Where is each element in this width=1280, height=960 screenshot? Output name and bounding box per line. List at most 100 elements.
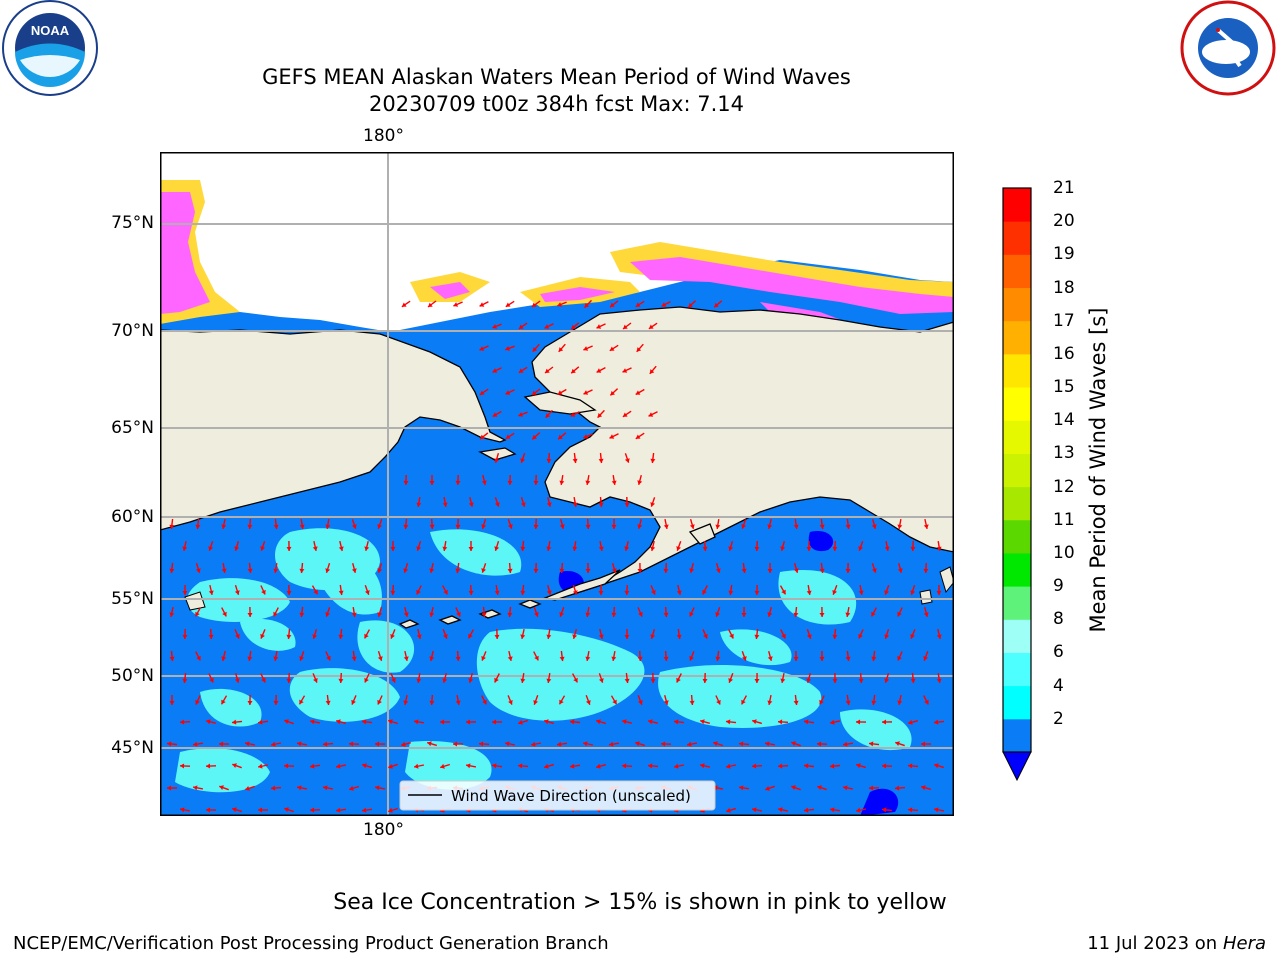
- wave-arrow-head: [598, 502, 604, 507]
- wave-arrow-head: [297, 741, 302, 747]
- wave-arrow-head: [622, 763, 627, 769]
- wave-arrow-head: [910, 678, 916, 683]
- wave-arrow-head: [492, 324, 497, 329]
- wave-arrow-head: [596, 763, 601, 769]
- wave-arrow-head: [650, 458, 656, 463]
- wave-arrow-head: [778, 719, 783, 725]
- map-frame: [160, 152, 954, 816]
- wave-arrow-head: [741, 699, 746, 705]
- colorbar-tick-label: 9: [1053, 576, 1064, 597]
- wave-arrow-head: [443, 634, 448, 639]
- wave-arrow-head: [638, 611, 643, 617]
- wave-arrow-head: [726, 763, 731, 769]
- wave-arrow-head: [830, 719, 835, 725]
- wave-arrow-head: [765, 786, 770, 791]
- wave-arrow-head: [286, 546, 292, 551]
- wave-arrow-head: [793, 612, 799, 617]
- wave-arrow-head: [518, 368, 524, 373]
- wave-arrow-head: [767, 524, 773, 529]
- wave-arrow-head: [388, 764, 393, 769]
- wave-arrow-head: [806, 547, 812, 551]
- lat-label-50: 50°N: [111, 666, 154, 686]
- wave-arrow-head: [819, 656, 825, 661]
- wave-arrow-head: [351, 612, 357, 617]
- wave-arrow-head: [936, 546, 942, 551]
- wave-period-map: Wind Wave Direction (unscaled): [160, 152, 954, 816]
- wave-arrow-head: [584, 303, 590, 308]
- wave-arrow-head: [195, 524, 201, 529]
- wave-arrow-head: [313, 678, 318, 683]
- wave-arrow-head: [532, 347, 538, 352]
- wave-arrow-head: [414, 763, 419, 769]
- colorbar-tick-label: 2: [1053, 708, 1064, 729]
- wave-arrow-head: [897, 524, 903, 529]
- wave-arrow-head: [351, 568, 357, 573]
- wave-arrow-head: [492, 412, 498, 417]
- colorbar: [1002, 187, 1032, 782]
- wave-arrow-head: [635, 390, 641, 395]
- wave-arrow-head: [299, 612, 305, 617]
- lat-label-65: 65°N: [111, 418, 154, 438]
- wave-arrow-head: [650, 678, 656, 683]
- wave-arrow-head: [453, 741, 457, 747]
- wave-arrow-head: [479, 390, 485, 395]
- wave-arrow-head: [636, 347, 642, 352]
- wave-arrow-head: [479, 302, 485, 307]
- colorbar-segment: [1003, 188, 1031, 222]
- wave-arrow-head: [481, 656, 486, 661]
- wave-arrow-head: [260, 546, 265, 551]
- wave-arrow-head: [286, 634, 292, 639]
- wave-arrow-head: [169, 568, 175, 573]
- wave-arrow-head: [674, 719, 679, 725]
- wave-arrow-head: [364, 633, 369, 639]
- wave-arrow-head: [468, 590, 474, 595]
- wave-arrow-head: [635, 434, 641, 439]
- wave-arrow-head: [505, 741, 510, 747]
- wave-arrow-head: [871, 656, 877, 661]
- wave-arrow-head: [598, 591, 604, 595]
- wave-arrow-head: [507, 568, 513, 573]
- wave-arrow-head: [598, 546, 604, 551]
- wave-arrow-head: [832, 634, 838, 639]
- wave-arrow-head: [388, 807, 393, 813]
- wave-arrow-head: [429, 568, 435, 573]
- wave-arrow-head: [573, 677, 578, 683]
- colorbar-tick-label: 12: [1053, 476, 1075, 497]
- wave-arrow-head: [271, 741, 276, 747]
- wave-arrow-head: [806, 678, 812, 683]
- wave-arrow-head: [429, 524, 435, 529]
- colorbar-tick-label: 14: [1053, 410, 1075, 431]
- wave-arrow-head: [702, 678, 708, 683]
- wave-arrow-head: [715, 568, 721, 573]
- wave-arrow-head: [169, 656, 175, 661]
- wave-arrow-head: [323, 785, 328, 791]
- wave-arrow-head: [520, 546, 526, 551]
- wave-arrow-head: [598, 634, 604, 639]
- nws-logo: [1180, 0, 1276, 96]
- wave-arrow-head: [325, 700, 331, 705]
- wave-arrow-head: [245, 786, 250, 791]
- wave-arrow-head: [442, 678, 448, 683]
- wave-arrow-head: [338, 546, 344, 551]
- wave-arrow-head: [468, 633, 473, 639]
- wave-arrow-head: [313, 589, 318, 595]
- wave-arrow-head: [299, 568, 305, 573]
- wave-arrow-head: [871, 611, 876, 617]
- wave-arrow-head: [390, 590, 396, 595]
- wave-arrow-head: [219, 785, 224, 790]
- wave-arrow-head: [532, 390, 537, 395]
- wave-arrow-head: [494, 458, 500, 463]
- wave-arrow-head: [545, 413, 551, 418]
- islands: [184, 566, 954, 611]
- wave-arrow-head: [923, 656, 928, 661]
- wave-arrow-head: [713, 741, 718, 747]
- wave-arrow-head: [806, 590, 812, 595]
- colorbar-tick-label: 21: [1053, 178, 1075, 198]
- wave-arrow-head: [546, 546, 552, 551]
- wave-arrow-head: [637, 480, 643, 485]
- wave-arrow-head: [910, 546, 916, 551]
- wave-arrow-head: [443, 589, 448, 595]
- wave-arrow-head: [648, 412, 654, 417]
- wave-arrow-head: [208, 546, 214, 551]
- wave-arrow-head: [572, 590, 578, 595]
